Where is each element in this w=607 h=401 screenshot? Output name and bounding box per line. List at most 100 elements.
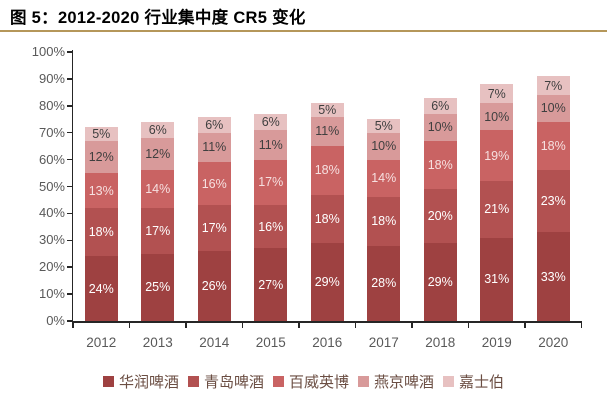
x-axis-tick — [128, 322, 131, 328]
bar-segment-label: 16% — [258, 219, 284, 234]
bar-segment-嘉士伯-2017: 5% — [367, 119, 401, 133]
y-axis-tick — [66, 320, 72, 322]
x-axis-line — [71, 321, 582, 323]
x-axis-category-label: 2015 — [255, 335, 286, 350]
bar-segment-label: 5% — [374, 119, 393, 133]
x-axis-category-label: 2013 — [142, 335, 173, 350]
bar-segment-百威英博-2014: 16% — [197, 162, 231, 206]
bar-segment-label: 7% — [544, 78, 563, 93]
y-axis-tick — [66, 158, 72, 161]
bar-segment-华润啤酒-2019: 31% — [480, 237, 514, 321]
y-axis-tick — [66, 293, 72, 295]
bar-segment-label: 29% — [314, 274, 340, 289]
legend-swatch-icon — [358, 376, 369, 387]
bar-segment-青岛啤酒-2019: 21% — [480, 181, 514, 238]
bar-segment-百威英博-2013: 14% — [141, 170, 175, 209]
x-axis-tick — [580, 322, 583, 328]
bar-segment-label: 11% — [258, 137, 283, 152]
x-axis-tick — [411, 322, 413, 328]
bar-segment-嘉士伯-2016: 5% — [310, 103, 344, 117]
y-axis-tick-label: 100% — [31, 44, 65, 59]
bar-segment-青岛啤酒-2016: 18% — [310, 194, 344, 243]
y-axis-tick — [66, 105, 72, 107]
bar-segment-label: 12% — [145, 147, 171, 162]
figure-title: 图 5：2012-2020 行业集中度 CR5 变化 — [10, 9, 306, 27]
bar-segment-label: 12% — [88, 149, 114, 164]
bar-segment-青岛啤酒-2013: 17% — [141, 208, 175, 254]
bar-segment-label: 10% — [540, 101, 566, 116]
bar-segment-label: 27% — [258, 277, 284, 292]
x-axis-category-label: 2019 — [481, 335, 512, 350]
y-axis-tick — [66, 78, 72, 80]
bar-segment-百威英博-2018: 18% — [423, 140, 457, 190]
bar-segment-青岛啤酒-2018: 20% — [423, 189, 457, 243]
bar-segment-label: 17% — [201, 221, 227, 236]
bar-segment-百威英博-2020: 18% — [536, 121, 570, 171]
bar-segment-label: 29% — [427, 274, 453, 289]
bar-segment-嘉士伯-2012: 5% — [84, 127, 118, 141]
bar-segment-华润啤酒-2013: 25% — [141, 253, 175, 321]
bar-segment-青岛啤酒-2015: 16% — [254, 205, 288, 249]
y-axis-tick — [66, 212, 72, 215]
bar-segment-label: 24% — [88, 281, 114, 296]
legend-item-青岛啤酒: 青岛啤酒 — [187, 371, 264, 392]
bar-segment-label: 5% — [318, 103, 337, 117]
bar-segment-label: 13% — [88, 183, 114, 198]
y-axis-tick-label: 30% — [38, 232, 65, 248]
y-axis-tick-label: 20% — [38, 259, 65, 275]
bar-segment-华润啤酒-2015: 27% — [254, 248, 288, 321]
bar-segment-燕京啤酒-2012: 12% — [84, 140, 118, 174]
legend-label: 华润啤酒 — [118, 373, 179, 391]
x-axis-tick — [185, 322, 187, 328]
bar-segment-百威英博-2017: 14% — [367, 159, 401, 198]
bar-segment-label: 10% — [484, 109, 510, 124]
legend-label: 嘉士伯 — [459, 373, 505, 391]
bar-segment-label: 6% — [261, 114, 280, 129]
y-axis-tick-label: 80% — [38, 97, 65, 113]
bar-segment-燕京啤酒-2019: 10% — [480, 103, 514, 130]
bar-segment-label: 10% — [427, 120, 453, 135]
bar-segment-华润啤酒-2012: 24% — [84, 256, 118, 321]
bar-segment-label: 21% — [484, 202, 510, 217]
bar-segment-青岛啤酒-2014: 17% — [197, 205, 231, 252]
chart-legend: 华润啤酒 青岛啤酒 百威英博 燕京啤酒 嘉士伯 — [0, 371, 607, 392]
x-axis-tick — [72, 322, 74, 328]
x-axis-category-label: 2012 — [86, 335, 117, 350]
bar-segment-label: 16% — [201, 176, 227, 191]
bar-segment-嘉士伯-2020: 7% — [536, 76, 570, 96]
legend-label: 青岛啤酒 — [203, 373, 264, 391]
y-axis-tick-label: 90% — [38, 70, 65, 86]
y-axis-tick — [66, 131, 72, 134]
bar-segment-label: 18% — [314, 211, 340, 226]
bar-segment-label: 28% — [371, 276, 397, 291]
x-axis-tick — [354, 322, 357, 328]
legend-item-百威英博: 百威英博 — [272, 371, 349, 392]
bar-segment-百威英博-2019: 19% — [480, 130, 514, 182]
bar-segment-百威英博-2012: 13% — [84, 173, 118, 209]
y-axis-tick-label: 70% — [38, 124, 65, 140]
bar-segment-label: 18% — [314, 163, 340, 178]
y-axis-tick-label: 10% — [38, 286, 65, 302]
bar-segment-label: 6% — [205, 117, 224, 132]
bar-segment-百威英博-2015: 17% — [254, 159, 288, 206]
bar-segment-label: 31% — [484, 272, 510, 287]
legend-swatch-icon — [102, 376, 114, 387]
bar-segment-华润啤酒-2020: 33% — [536, 232, 570, 321]
y-axis-tick — [66, 266, 72, 268]
x-axis-category-label: 2014 — [199, 335, 230, 350]
bar-segment-label: 6% — [431, 98, 450, 113]
legend-label: 百威英博 — [288, 373, 349, 391]
x-axis-tick — [298, 322, 300, 328]
bar-segment-label: 19% — [484, 148, 510, 163]
y-axis-tick-label: 40% — [38, 205, 65, 221]
legend-swatch-icon — [443, 376, 455, 387]
bar-segment-华润啤酒-2016: 29% — [310, 242, 344, 321]
y-axis-tick — [66, 51, 72, 53]
bar-segment-燕京啤酒-2017: 10% — [367, 132, 401, 160]
x-axis-category-label: 2018 — [425, 335, 456, 350]
bar-segment-label: 17% — [145, 223, 171, 238]
x-axis-tick — [467, 322, 470, 328]
bar-segment-label: 14% — [371, 171, 397, 186]
legend-item-嘉士伯: 嘉士伯 — [443, 371, 504, 392]
bar-segment-华润啤酒-2014: 26% — [197, 251, 231, 321]
